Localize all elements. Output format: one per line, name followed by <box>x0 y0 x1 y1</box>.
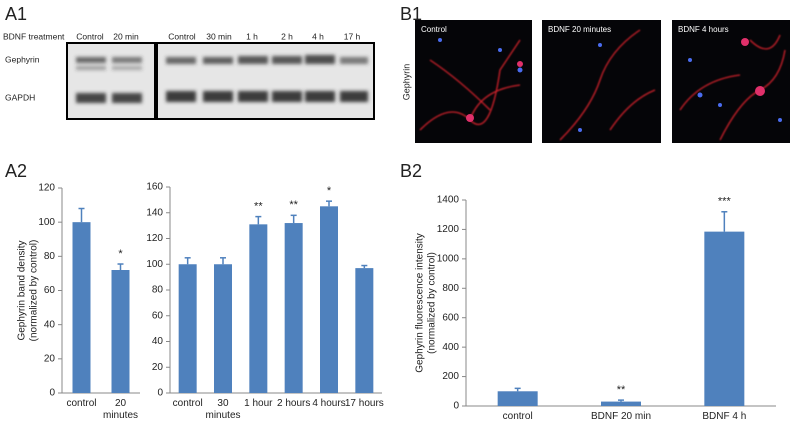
y-tick-label: 40 <box>152 336 164 347</box>
x-tick-label: control <box>66 398 97 409</box>
significance-label: ** <box>617 384 626 396</box>
x-tick-label-box: 20 minutes <box>102 398 138 421</box>
x-tick-label: BDNF 4 h <box>702 411 747 422</box>
y-tick-label: 160 <box>146 182 163 193</box>
x-tick-label-box: BDNF 4 h <box>702 411 747 422</box>
bar <box>72 222 91 393</box>
band-label: Gephyrin <box>5 54 40 64</box>
x-tick-label: 17 hours <box>344 398 384 409</box>
y-tick-label: 1400 <box>437 195 460 206</box>
y-tick-label: 0 <box>157 388 163 399</box>
x-tick-label-box: 2 hours <box>276 398 311 409</box>
x-tick-label: 4 hours <box>312 398 346 409</box>
y-axis-label: Gephyrin fluorescence intensity <box>415 233 426 373</box>
y-tick-label: 60 <box>44 285 56 296</box>
y-tick-label: 20 <box>44 353 56 364</box>
x-tick-label-box: control <box>172 398 203 409</box>
lane-label: 2 h <box>281 31 293 41</box>
somata <box>466 38 765 122</box>
y-tick-label: 120 <box>146 233 163 244</box>
x-tick-label-box: 4 hours <box>312 398 346 409</box>
y-tick-label: 400 <box>442 342 459 353</box>
panel-label: B2 <box>400 161 422 181</box>
bar <box>601 401 641 406</box>
y-axis-label: Gephyrin band density <box>17 240 28 340</box>
x-tick-label-box: 30 minutes <box>205 398 241 421</box>
significance-label: *** <box>718 196 732 208</box>
y-tick-label: 80 <box>44 251 56 262</box>
bar <box>111 270 130 393</box>
y-tick-label: 600 <box>442 312 459 323</box>
nuclei <box>438 38 782 132</box>
micrograph-caption: BDNF 20 minutes <box>548 25 611 34</box>
x-tick-label: 30 minutes <box>205 398 241 421</box>
y-tick-label: 200 <box>442 371 459 382</box>
x-tick-label: 2 hours <box>276 398 311 409</box>
micrograph-caption: BDNF 4 hours <box>678 25 729 34</box>
lane-label: 1 h <box>246 31 258 41</box>
x-tick-label-box: control <box>66 398 97 409</box>
x-tick-label-box: 1 hour <box>244 398 273 409</box>
x-tick-label: BDNF 20 min <box>590 411 651 422</box>
blot-row-label: BDNF treatment <box>3 31 65 41</box>
lane-label: 20 min <box>113 31 139 41</box>
band-label: GAPDH <box>5 92 35 102</box>
lane-label: 4 h <box>312 31 324 41</box>
x-tick-label: 1 hour <box>244 398 273 409</box>
panel-label: B1 <box>400 4 422 24</box>
lane-label: 30 min <box>206 31 232 41</box>
significance-label: * <box>118 248 123 260</box>
bar <box>284 223 303 393</box>
x-tick-label: 20 minutes <box>102 398 138 421</box>
micrograph <box>672 20 790 143</box>
y-tick-label: 140 <box>146 207 163 218</box>
bar <box>214 264 232 393</box>
y-tick-label: 60 <box>152 310 164 321</box>
y-tick-label: 100 <box>38 217 55 228</box>
micrograph-label: Gephyrin <box>401 64 411 101</box>
y-tick-label: 40 <box>44 319 56 330</box>
y-axis-label: (normalized by control) <box>427 252 438 354</box>
micrograph <box>542 20 661 143</box>
y-tick-label: 20 <box>152 362 164 373</box>
micrographs: Gephyrin Control BDNF 20 minutes BDNF 4 … <box>401 20 790 143</box>
y-tick-label: 800 <box>442 283 459 294</box>
micrograph <box>415 20 532 143</box>
y-tick-label: 100 <box>146 259 163 270</box>
bar <box>355 268 374 393</box>
panel-label: A2 <box>5 161 27 181</box>
micrograph-caption: Control <box>421 25 447 34</box>
significance-label: * <box>327 185 332 197</box>
significance-label: ** <box>254 201 263 213</box>
bar <box>497 391 538 406</box>
bands <box>76 55 368 103</box>
bar <box>704 231 745 406</box>
bar <box>178 264 197 393</box>
lane-label: 17 h <box>344 31 361 41</box>
lane-label: Control <box>76 31 104 41</box>
y-tick-label: 80 <box>152 285 164 296</box>
x-tick-label: control <box>502 411 533 422</box>
y-tick-label: 120 <box>38 183 55 194</box>
blot-frame <box>66 42 156 120</box>
lane-label: Control <box>168 31 196 41</box>
x-tick-label-box: BDNF 20 min <box>590 411 651 422</box>
western-blot: BDNF treatment Control 20 min Control 30… <box>3 31 375 120</box>
y-tick-label: 0 <box>453 401 459 412</box>
significance-label: ** <box>289 199 298 211</box>
x-tick-label: control <box>172 398 203 409</box>
y-tick-label: 0 <box>49 388 55 399</box>
panel-label: A1 <box>5 4 27 24</box>
x-tick-label-box: 17 hours <box>344 398 384 409</box>
x-tick-label-box: control <box>502 411 533 422</box>
bar <box>320 206 338 393</box>
y-tick-label: 1200 <box>437 224 460 235</box>
blot-frame <box>156 42 375 120</box>
y-axis-label: (normalized by control) <box>29 240 40 342</box>
y-tick-label: 1000 <box>437 253 460 264</box>
bar <box>249 224 268 393</box>
